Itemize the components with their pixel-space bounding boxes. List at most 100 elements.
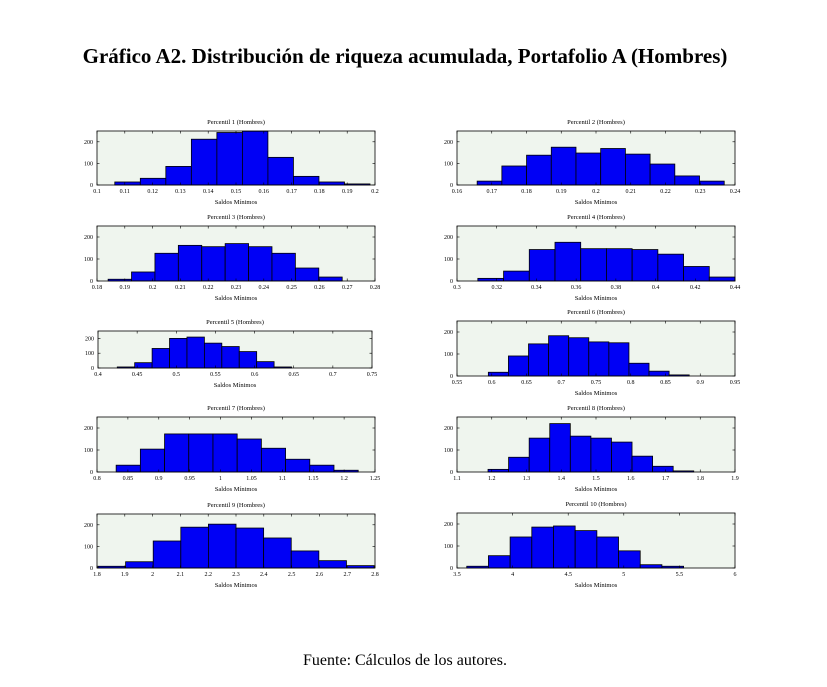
x-tick-label: 0.15: [231, 189, 242, 195]
histogram-bar: [241, 130, 269, 186]
y-tick-label: 100: [84, 257, 93, 263]
x-tick-label: 0.18: [521, 189, 532, 195]
x-tick-label: 2.8: [371, 572, 379, 578]
y-tick-label: 200: [84, 235, 93, 241]
y-tick-label: 0: [90, 566, 93, 572]
x-tick-label: 0.24: [730, 189, 741, 195]
histogram-bar: [657, 253, 684, 282]
x-tick-label: 0.22: [203, 285, 214, 291]
x-tick-label: 0.36: [571, 285, 582, 291]
x-tick-label: 0.55: [452, 380, 463, 386]
histogram-bar: [618, 550, 641, 569]
histogram-bar: [580, 248, 607, 282]
figure-title: Gráfico A2. Distribución de riqueza acum…: [82, 44, 728, 68]
histogram-bar: [509, 536, 533, 569]
histogram-bar: [508, 355, 529, 377]
x-tick-label: 0.16: [259, 189, 270, 195]
x-tick-label: 0.95: [184, 476, 195, 482]
x-tick-label: 2.4: [260, 572, 268, 578]
histogram-bar: [190, 138, 218, 186]
histogram-bar: [293, 175, 320, 186]
histogram-bar: [639, 564, 663, 569]
x-tick-label: 0.55: [210, 372, 221, 378]
histogram-bar: [208, 523, 237, 569]
y-tick-label: 200: [85, 336, 94, 342]
x-tick-label: 1.6: [627, 476, 635, 482]
histogram-bar: [569, 435, 592, 473]
x-tick-label: 1.5: [592, 476, 600, 482]
x-tick-label: 0.21: [626, 189, 637, 195]
y-tick-label: 100: [84, 544, 93, 550]
x-tick-label: 1.4: [558, 476, 566, 482]
histogram-bar: [290, 550, 320, 569]
histogram-bar: [131, 271, 156, 282]
histogram-bar: [186, 336, 205, 369]
x-axis-label: Saldos Mínimos: [575, 390, 618, 397]
axes-frame: [456, 225, 736, 282]
x-tick-label: 0.23: [231, 285, 242, 291]
x-tick-label: 0.1: [93, 189, 101, 195]
histogram-bar: [503, 270, 530, 282]
x-tick-label: 4.5: [564, 572, 572, 578]
histogram-bar: [177, 244, 203, 282]
histogram-bar: [501, 165, 527, 186]
histogram-bar: [164, 433, 190, 473]
histogram-bar: [526, 154, 552, 186]
x-tick-label: 0.19: [556, 189, 567, 195]
histogram-bar: [624, 153, 651, 186]
histogram-bar: [683, 266, 710, 282]
x-tick-label: 0.18: [314, 189, 325, 195]
x-tick-label: 2.7: [343, 572, 351, 578]
histogram-bar: [256, 361, 275, 369]
histogram-panel-2: 0.16 0.17 0.18 0.19 0.2 0.21 0.22 0.23 0.24 0 100 2…: [444, 119, 740, 206]
histogram-bar: [528, 249, 556, 282]
histogram-panel-5: 0.4 0.45 0.5 0.55 0.6 0.65 0.7 0.75 0 100 200 Perce…: [85, 319, 377, 389]
x-tick-label: 1.1: [453, 476, 461, 482]
histogram-bar: [648, 370, 670, 377]
x-tick-label: 1.25: [370, 476, 381, 482]
x-tick-label: 2.6: [316, 572, 324, 578]
axes-frame: [456, 512, 736, 569]
y-tick-label: 0: [450, 183, 453, 189]
x-tick-label: 0.85: [660, 380, 671, 386]
x-tick-label: 0.38: [611, 285, 622, 291]
x-tick-label: 0.13: [175, 189, 186, 195]
x-tick-label: 0.2: [149, 285, 157, 291]
x-tick-label: 1.9: [121, 572, 129, 578]
y-tick-label: 200: [84, 426, 93, 432]
x-tick-label: 0.34: [531, 285, 542, 291]
histogram-bar: [487, 371, 509, 377]
histogram-bar: [590, 437, 612, 473]
histogram-bar: [652, 465, 674, 473]
panel-title: Percentil 6 (Hombres): [567, 309, 625, 316]
panel-title: Percentil 5 (Hombres): [206, 319, 264, 326]
y-tick-label: 0: [91, 366, 94, 372]
x-tick-label: 0.65: [288, 372, 299, 378]
histogram-bar: [180, 526, 209, 569]
x-tick-label: 0.19: [342, 189, 353, 195]
histogram-bar: [649, 163, 676, 186]
x-tick-label: 2: [151, 572, 154, 578]
x-tick-label: 6: [734, 572, 737, 578]
source-note: Fuente: Cálculos de los autores.: [303, 652, 507, 669]
histogram-bar: [631, 455, 654, 473]
histogram-bar: [550, 146, 577, 186]
y-tick-label: 200: [444, 522, 453, 528]
y-tick-label: 0: [450, 279, 453, 285]
x-tick-label: 0.42: [690, 285, 701, 291]
x-tick-label: 0.23: [695, 189, 706, 195]
y-tick-label: 100: [444, 544, 453, 550]
histogram-bar: [554, 241, 582, 282]
histogram-bar: [169, 337, 188, 369]
x-tick-label: 0.9: [697, 380, 705, 386]
y-tick-label: 200: [84, 523, 93, 529]
histogram-bar: [114, 181, 141, 186]
x-tick-label: 0.26: [314, 285, 325, 291]
x-tick-label: 4: [511, 572, 514, 578]
x-tick-label: 0.25: [286, 285, 297, 291]
x-tick-label: 0.16: [452, 189, 463, 195]
histogram-bar: [263, 537, 292, 569]
histogram-bar: [212, 433, 238, 473]
x-tick-label: 1.2: [340, 476, 348, 482]
